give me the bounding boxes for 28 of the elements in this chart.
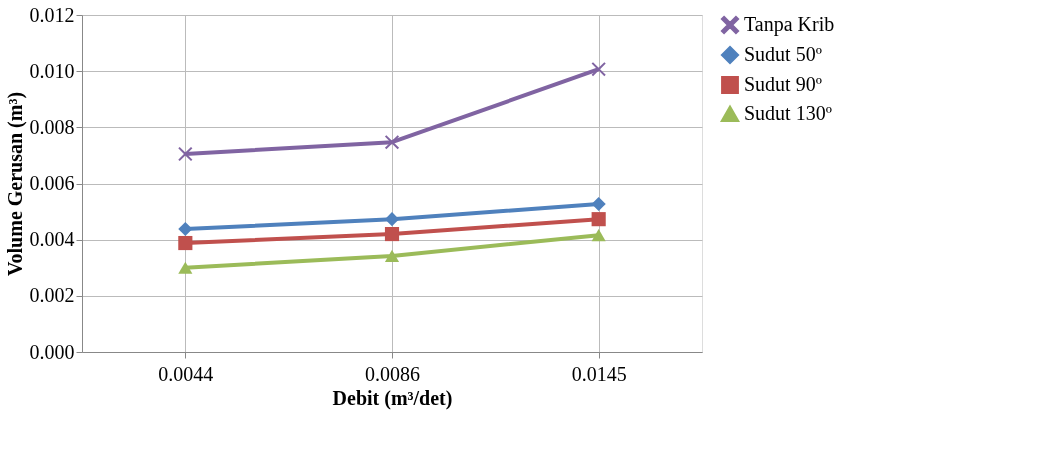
legend-label: Tanpa Krib xyxy=(744,13,835,36)
x-tick-label: 0.0086 xyxy=(365,362,420,385)
x-tick-label: 0.0145 xyxy=(571,362,627,385)
y-tick-label: 0.010 xyxy=(29,59,75,82)
y-tick-label: 0.004 xyxy=(29,228,75,251)
y-tick-label: 0.000 xyxy=(29,340,75,363)
point xyxy=(591,212,606,227)
point xyxy=(384,249,400,263)
point xyxy=(591,229,606,242)
y-axis-title: Volume Gerusan (m³) xyxy=(3,91,27,277)
point xyxy=(591,196,606,212)
legend-label: Sudut 90º xyxy=(744,73,822,95)
point xyxy=(178,146,193,162)
point xyxy=(384,212,400,227)
legend-label: Sudut 130º xyxy=(744,102,832,124)
x-axis-title: Debit (m³/det) xyxy=(332,386,453,410)
legend-label: Sudut 50º xyxy=(744,43,822,65)
point xyxy=(384,226,400,242)
point xyxy=(178,221,193,237)
point xyxy=(384,135,400,150)
point xyxy=(178,235,193,251)
y-tick-label: 0.006 xyxy=(29,172,75,194)
y-tick-label: 0.008 xyxy=(29,115,75,138)
y-tick-label: 0.002 xyxy=(29,284,75,307)
point xyxy=(591,62,606,77)
y-tick-label: 0.012 xyxy=(29,3,75,26)
point xyxy=(178,261,193,274)
x-tick-label: 0.0044 xyxy=(158,362,214,385)
